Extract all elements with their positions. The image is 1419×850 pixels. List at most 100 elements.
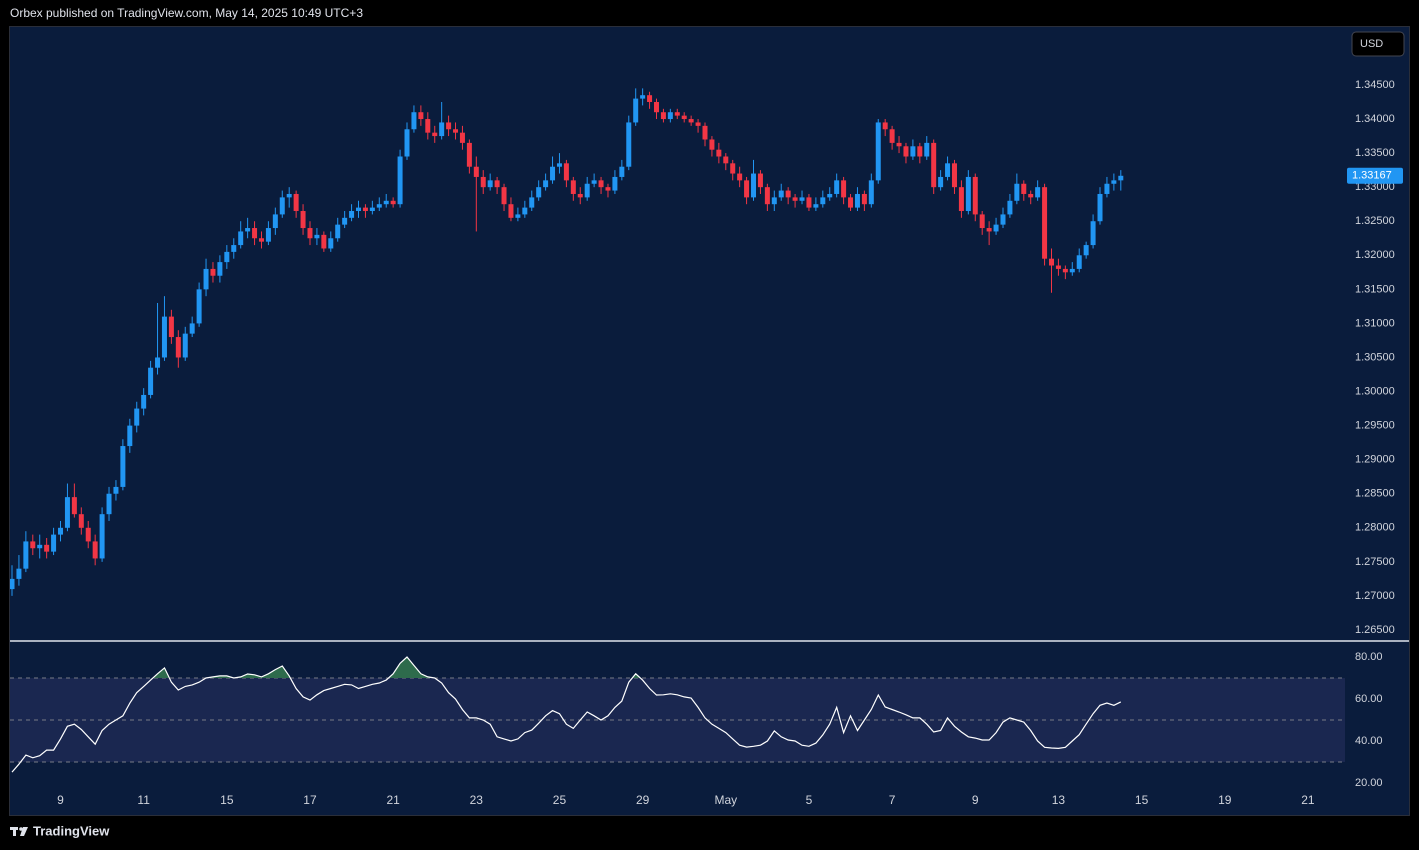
time-tick-label: 7 [889, 793, 896, 807]
candle-body [397, 156, 403, 205]
candle-body [1042, 187, 1048, 259]
publish-info: Orbex published on TradingView.com, May … [10, 6, 363, 20]
tradingview-logo [10, 827, 28, 836]
rsi-pane [10, 656, 1345, 773]
candle-body [64, 497, 70, 528]
candle-body [1049, 258, 1054, 266]
price-tick-label: 1.30000 [1355, 385, 1395, 397]
candle-body [681, 115, 687, 120]
candle-body [342, 217, 348, 225]
brand-name: TradingView [33, 823, 110, 838]
candle-body [265, 228, 271, 242]
candle-body [605, 187, 611, 191]
candle-body [903, 146, 909, 157]
last-price-label: 1.33167 [1352, 170, 1392, 182]
candle-body [321, 234, 327, 249]
candle-body [175, 337, 181, 358]
candle-body [882, 122, 888, 130]
price-tick-label: 1.30500 [1355, 351, 1395, 363]
candle-body [972, 176, 978, 215]
candle-body [307, 228, 313, 239]
candle-body [161, 316, 167, 358]
candle-body [702, 125, 708, 140]
candle-body [383, 200, 389, 205]
candle-body [37, 544, 43, 549]
time-tick-label: 25 [553, 793, 567, 807]
currency-button[interactable] [1351, 31, 1405, 57]
candle-body [224, 251, 230, 263]
candle-body [958, 187, 964, 212]
candle-body [709, 139, 715, 150]
candle-body [390, 200, 396, 205]
price-tick-label: 1.31500 [1355, 283, 1395, 295]
candle-body [660, 112, 666, 120]
time-tick-label: 23 [470, 793, 484, 807]
candle-body [543, 180, 549, 188]
candle-body [196, 289, 202, 324]
candle-body [806, 197, 812, 208]
candle-body [127, 425, 133, 447]
price-tick-label: 1.28500 [1355, 488, 1395, 500]
candle-body [1104, 183, 1110, 194]
candle-body [744, 180, 750, 198]
candle-body [1111, 180, 1117, 184]
time-tick-label: 19 [1218, 793, 1232, 807]
candle-body [99, 514, 105, 559]
candle-body [1118, 175, 1124, 181]
candle-body [1076, 255, 1082, 269]
candle-body [737, 173, 743, 181]
currency-label: USD [1360, 38, 1383, 50]
candle-body [238, 231, 244, 246]
candle-body [591, 180, 597, 184]
candle-body [362, 207, 368, 212]
candle-body [418, 112, 424, 120]
candle-body [827, 193, 833, 198]
candle-body [508, 204, 514, 218]
candle-body [1014, 183, 1020, 201]
candle-body [155, 357, 161, 368]
candle-body [356, 207, 361, 212]
axes: 1.26500 1.27000 1.27500 1.28000 1.28500 1.290… [57, 79, 1403, 807]
candle-body [494, 180, 500, 188]
candle-body [848, 197, 854, 208]
candle-body [335, 224, 341, 239]
candle-body [556, 163, 562, 167]
time-tick-label: May [714, 793, 737, 807]
candle-body [203, 268, 209, 290]
price-pane [10, 88, 1124, 596]
rsi-overbought-fill [152, 657, 641, 678]
candle-body [141, 394, 147, 409]
price-tick-label: 1.27500 [1355, 556, 1395, 568]
candle-body [439, 122, 445, 137]
candle-body [570, 180, 576, 194]
candle-body [529, 197, 535, 208]
candle-body [411, 112, 417, 130]
candle-body [286, 193, 292, 198]
candle-body [182, 333, 188, 358]
candle-body [674, 112, 680, 116]
candle-body [792, 197, 798, 201]
candle-body [626, 122, 632, 167]
candle-body [917, 146, 923, 157]
candle-body [245, 228, 251, 232]
rsi-tick-label: 60.00 [1355, 693, 1383, 705]
candle-body [563, 163, 569, 181]
rsi-tick-label: 20.00 [1355, 777, 1383, 789]
candle-body [459, 132, 465, 143]
candle-body [764, 187, 770, 205]
candle-body [619, 166, 625, 177]
candle-body [633, 98, 639, 123]
candle-body [300, 211, 306, 229]
candle-body [1028, 193, 1034, 198]
candle-body [314, 234, 320, 239]
candle-body [51, 534, 57, 552]
candle-body [10, 578, 15, 590]
candle-body [757, 173, 763, 188]
time-tick-label: 13 [1052, 793, 1066, 807]
candle-body [951, 163, 957, 188]
candle-body [896, 142, 902, 147]
rsi-tick-label: 40.00 [1355, 735, 1383, 747]
candle-body [92, 541, 98, 559]
price-tick-label: 1.26500 [1355, 624, 1395, 636]
